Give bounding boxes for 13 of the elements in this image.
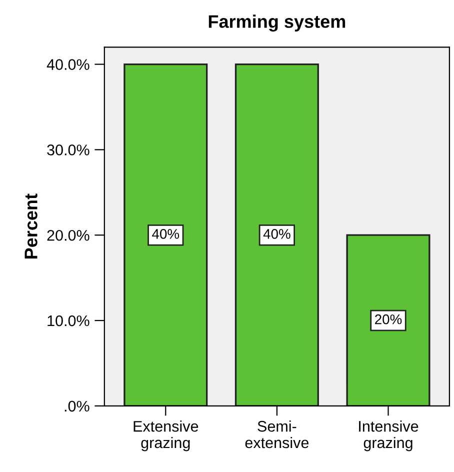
x-tick-label: Intensive grazing [359,420,418,452]
y-axis-title: Percent [24,194,38,258]
data-label: 20% [375,314,402,324]
y-tick-label: .0% [64,400,90,412]
y-tick-label: 10.0% [48,315,90,326]
x-tick-label: Semi- extensive [245,420,309,448]
y-tick-label: 20.0% [47,230,90,241]
data-label: 40% [263,228,290,239]
y-tick-label: 40.0% [46,59,90,70]
data-label: 40% [152,228,180,239]
x-tick-label: Extensive grazing [134,420,198,452]
chart-title: Farming system [208,14,346,32]
y-tick-label: 30.0% [47,144,90,156]
